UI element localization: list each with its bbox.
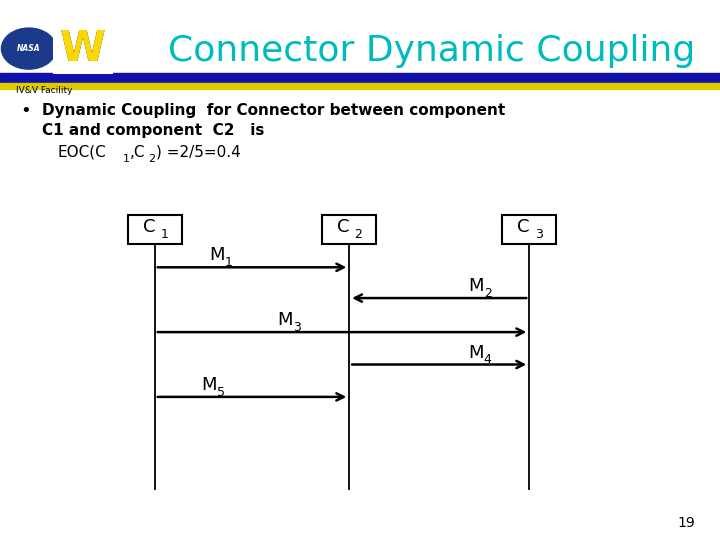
Text: C: C: [143, 218, 156, 237]
Text: Dynamic Coupling  for Connector between component: Dynamic Coupling for Connector between c…: [42, 103, 505, 118]
Text: 2: 2: [484, 287, 492, 300]
Text: C1 and component  C2   is: C1 and component C2 is: [42, 123, 264, 138]
Text: EOC(C: EOC(C: [58, 145, 107, 160]
Circle shape: [1, 28, 56, 69]
Bar: [0, 73, 720, 83]
Text: C: C: [517, 218, 530, 237]
Text: W: W: [60, 28, 106, 70]
Bar: [503, 215, 556, 244]
Text: M: M: [468, 343, 484, 362]
Text: 5: 5: [217, 386, 225, 399]
Bar: [128, 215, 181, 244]
Text: C: C: [337, 218, 350, 237]
Text: ) =2/5=0.4: ) =2/5=0.4: [156, 145, 240, 160]
Text: 1: 1: [161, 228, 168, 241]
Text: 1: 1: [123, 154, 130, 164]
Text: ,C: ,C: [130, 145, 145, 160]
Text: 3: 3: [293, 321, 301, 334]
Bar: [0, 83, 720, 89]
Text: M: M: [277, 311, 293, 329]
Bar: [0, 0, 720, 89]
Text: IV&V Facility: IV&V Facility: [17, 86, 73, 96]
Text: M: M: [468, 277, 484, 295]
Text: 3: 3: [535, 228, 542, 241]
Text: Connector Dynamic Coupling: Connector Dynamic Coupling: [168, 35, 696, 68]
Text: 19: 19: [677, 516, 695, 530]
Text: 2: 2: [148, 154, 156, 164]
Text: 4: 4: [484, 353, 492, 366]
Text: NASA: NASA: [17, 44, 40, 53]
Text: •: •: [20, 102, 31, 120]
FancyBboxPatch shape: [53, 29, 113, 74]
Bar: [323, 215, 376, 244]
Text: M: M: [209, 246, 225, 265]
Text: 2: 2: [355, 228, 362, 241]
Text: M: M: [202, 376, 217, 394]
Text: W: W: [60, 28, 106, 70]
Text: 1: 1: [225, 256, 233, 269]
